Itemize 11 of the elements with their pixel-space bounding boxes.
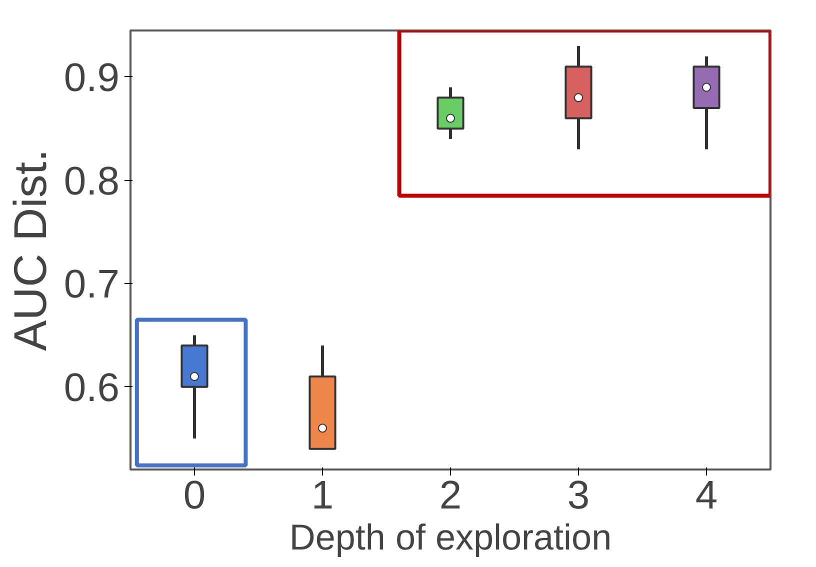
- x-tick-label: 4: [695, 474, 718, 518]
- x-axis-title: Depth of exploration: [289, 516, 612, 558]
- y-tick-label: 0.9: [64, 56, 120, 100]
- x-tick-label: 1: [311, 474, 334, 518]
- x-tick-label: 2: [439, 474, 462, 518]
- y-tick-label: 0.8: [64, 159, 120, 204]
- y-tick-label: 0.6: [64, 366, 120, 410]
- x-tick-label: 3: [567, 474, 590, 518]
- y-tick-label: 0.7: [64, 262, 120, 307]
- y-axis-title: AUC Dist.: [4, 149, 56, 351]
- x-tick-label: 0: [183, 474, 206, 518]
